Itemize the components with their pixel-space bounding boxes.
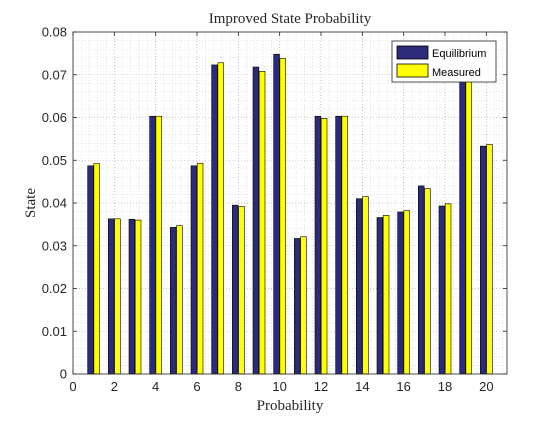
- y-tick-label: 0.05: [42, 153, 67, 168]
- y-tick-label: 0.02: [42, 281, 67, 296]
- bar-measured: [362, 196, 369, 375]
- bar-equilibrium: [232, 204, 239, 375]
- bar-measured: [155, 115, 162, 375]
- y-tick-label: 0.06: [42, 110, 67, 125]
- bar-measured: [238, 206, 245, 375]
- bar-equilibrium: [128, 218, 136, 375]
- x-tick-label: 10: [272, 379, 286, 394]
- y-tick-label: 0.03: [42, 238, 67, 253]
- x-tick-label: 8: [235, 379, 242, 394]
- x-tick-label: 18: [438, 379, 452, 394]
- bar-measured: [465, 56, 472, 375]
- bar-equilibrium: [314, 115, 322, 375]
- x-tick-label: 12: [314, 379, 328, 394]
- bar-measured: [320, 118, 328, 375]
- bar-measured: [196, 162, 204, 375]
- bar-measured: [341, 115, 348, 375]
- y-tick-label: 0.04: [42, 196, 67, 211]
- x-tick-labels: 0 2 4 6 8 10 12 14 16 18 20: [69, 379, 493, 394]
- x-tick-label: 4: [152, 379, 159, 394]
- x-axis-title: Probability: [257, 398, 324, 414]
- y-axis-title: State: [23, 188, 39, 218]
- bar-measured: [444, 203, 452, 375]
- bar-equilibrium: [149, 115, 156, 375]
- bar-measured: [382, 215, 390, 375]
- bar-measured: [134, 219, 142, 375]
- bar-equilibrium: [397, 211, 404, 375]
- bar-measured: [258, 71, 266, 375]
- y-tick-label: 0.01: [42, 324, 67, 339]
- bar-equilibrium: [335, 115, 342, 375]
- bar-equilibrium: [480, 145, 487, 375]
- x-tick-label: 0: [69, 379, 76, 394]
- bar-equilibrium: [190, 165, 198, 375]
- bar-equilibrium: [252, 66, 260, 375]
- x-tick-label: 6: [193, 379, 200, 394]
- bar-equilibrium: [459, 51, 466, 375]
- bar-measured: [217, 62, 224, 375]
- bar-measured: [300, 236, 307, 375]
- bar-equilibrium: [170, 227, 177, 375]
- bar-equilibrium: [211, 64, 218, 375]
- bar-measured: [279, 58, 286, 375]
- y-tick-labels: 0 0.01 0.02 0.03 0.04 0.05 0.06 0.07 0.08: [42, 25, 67, 382]
- x-tick-label: 20: [479, 379, 493, 394]
- bar-measured: [424, 188, 431, 375]
- bar-equilibrium: [273, 53, 280, 375]
- legend-swatch-measured: [396, 63, 429, 78]
- bar-measured: [93, 163, 100, 375]
- bar-equilibrium: [294, 238, 301, 375]
- axis-ticks: [72, 31, 507, 375]
- bar-measured: [486, 144, 493, 375]
- bar-equilibrium: [438, 205, 446, 375]
- legend: Equilibrium Measured: [391, 40, 497, 83]
- chart-title: Improved State Probability: [209, 11, 372, 27]
- x-tick-label: 2: [111, 379, 118, 394]
- bar-equilibrium: [108, 218, 115, 375]
- legend-swatch-equilibrium: [396, 45, 429, 60]
- y-tick-label: 0.08: [42, 25, 67, 40]
- y-tick-label: 0: [60, 367, 67, 382]
- bar-equilibrium: [418, 185, 425, 375]
- x-tick-label: 16: [396, 379, 410, 394]
- bar-equilibrium: [87, 165, 94, 375]
- bar-measured: [114, 218, 121, 375]
- bar-equilibrium: [356, 198, 363, 375]
- x-tick-label: 14: [355, 379, 369, 394]
- legend-label-measured: Measured: [432, 67, 481, 79]
- legend-label-equilibrium: Equilibrium: [432, 48, 486, 60]
- bars-group: [87, 51, 493, 375]
- y-tick-label: 0.07: [42, 67, 67, 82]
- bar-measured: [403, 210, 410, 375]
- bar-measured: [176, 225, 183, 375]
- bar-equilibrium: [376, 217, 384, 375]
